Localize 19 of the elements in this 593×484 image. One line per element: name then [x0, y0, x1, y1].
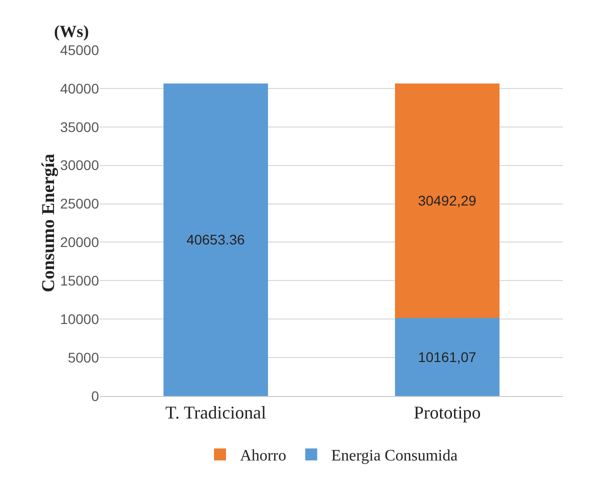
y-tick-label: 25000 — [60, 196, 100, 212]
y-tick-label: 0 — [91, 388, 100, 404]
y-tick-label: 45000 — [60, 42, 100, 58]
data-label: 10161,07 — [418, 348, 477, 365]
y-tick-label: 40000 — [60, 80, 100, 96]
y-tick-label: 15000 — [60, 272, 100, 289]
x-tick-label: T. Tradicional — [165, 402, 266, 423]
y-axis-title: Consumo Energía — [38, 154, 58, 292]
data-label: 40653.36 — [186, 232, 246, 248]
x-tick-label: Prototipo — [414, 402, 481, 423]
y-tick-label: 20000 — [60, 234, 100, 250]
data-label: 30492,29 — [418, 192, 477, 209]
text: (Ws) — [54, 22, 89, 41]
y-tick-label: 30000 — [60, 157, 100, 174]
y-tick-label: 35000 — [60, 118, 100, 135]
legend-label: Ahorro — [240, 448, 286, 465]
y-tick-label: 10000 — [60, 311, 100, 328]
legend-label: Energia Consumida — [331, 448, 458, 465]
y-tick-label: 5000 — [68, 349, 100, 366]
